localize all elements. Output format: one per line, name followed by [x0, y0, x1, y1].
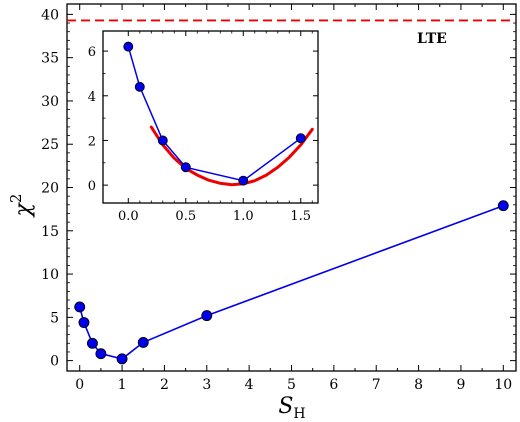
main-data-point: [116, 353, 128, 365]
main-data-point: [78, 317, 90, 328]
x-tick-label: 0: [75, 377, 84, 393]
y-tick-label: 5: [50, 310, 59, 326]
x-tick-label: 3: [202, 377, 211, 393]
x-tick-label: 4: [245, 377, 254, 393]
y-tick-label: 20: [41, 181, 59, 197]
inset-fit-curve: [149, 125, 314, 187]
inset-data-point: [157, 135, 168, 146]
x-axis-label-symbol: S: [278, 394, 293, 418]
main-data-point: [201, 310, 213, 322]
inset-data-point: [180, 162, 191, 173]
inset-data-point: [295, 133, 306, 144]
inset-x-tick-label: 0.5: [175, 209, 196, 224]
lte-label: LTE: [417, 31, 447, 47]
y-tick-label: 40: [41, 7, 59, 23]
y-tick-label: 10: [41, 267, 59, 283]
y-axis-label-symbol: χ: [11, 201, 36, 218]
inset-data-point: [238, 175, 249, 186]
main-data-point: [74, 301, 86, 313]
main-data-point: [95, 348, 107, 360]
y-tick-label: 35: [41, 51, 59, 67]
x-tick-label: 5: [287, 377, 296, 393]
y-axis-label: χ2: [7, 194, 36, 219]
y-tick-label: 15: [41, 224, 59, 240]
main-data-point: [497, 200, 509, 212]
inset-x-tick-label: 0.0: [118, 209, 139, 224]
inset-data-point: [134, 81, 145, 92]
x-axis-label-sub: H: [293, 406, 305, 418]
inset-frame: [102, 30, 319, 204]
x-tick-label: 8: [414, 377, 423, 393]
inset-y-tick-label: 2: [88, 134, 96, 149]
inset-y-tick-label: 6: [88, 45, 96, 60]
y-axis-label-sup: 2: [7, 194, 25, 204]
inset-plot: 0.0 0.5 1.0 1.5 0 2 4 6: [88, 30, 319, 224]
x-tick-label: 6: [329, 377, 338, 393]
x-axis-label: SH: [278, 394, 305, 418]
main-data-point: [137, 336, 149, 348]
y-tick-label: 0: [50, 354, 59, 370]
inset-series-line: [127, 46, 302, 182]
inset-x-tick-label: 1.0: [233, 209, 254, 224]
main-series-line: [78, 204, 504, 360]
x-tick-label: 7: [372, 377, 381, 393]
x-tick-label: 2: [160, 377, 169, 393]
inset-data-point: [123, 41, 134, 52]
y-tick-label: 25: [41, 137, 59, 153]
x-tick-label: 1: [118, 377, 127, 393]
inset-y-tick-label: 4: [88, 90, 96, 105]
x-tick-label: 10: [494, 377, 512, 393]
main-data-point: [86, 337, 98, 349]
x-tick-label: 9: [456, 377, 465, 393]
y-tick-label: 30: [41, 94, 59, 110]
inset-x-tick-label: 1.5: [290, 209, 311, 224]
inset-y-tick-label: 0: [88, 179, 96, 194]
